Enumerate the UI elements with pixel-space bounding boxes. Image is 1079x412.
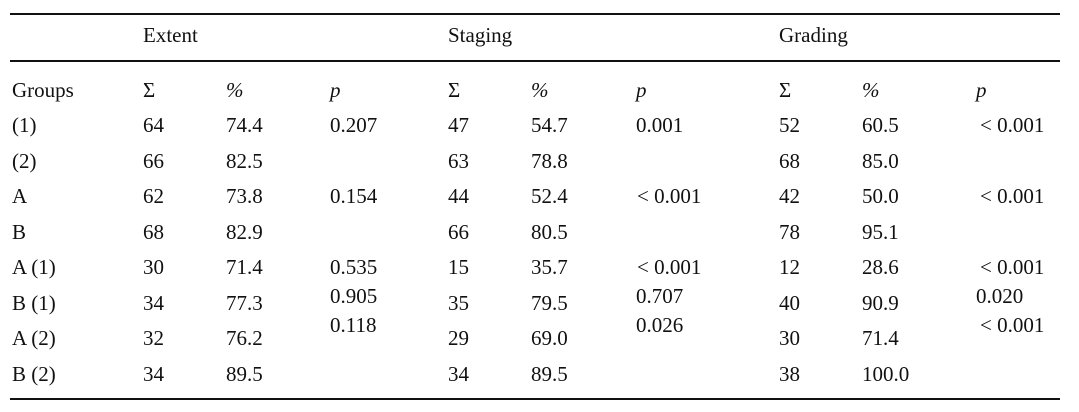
p-value-grading: < 0.001: [980, 255, 1045, 279]
percent-column-header: %: [862, 78, 880, 102]
table-cell: 44: [448, 184, 469, 208]
table-cell: 73.8: [226, 184, 263, 208]
table-cell: 40: [779, 290, 800, 315]
table-cell: 78: [779, 219, 800, 244]
table-cell: 78.8: [531, 148, 568, 173]
p-value-staging: < 0.001: [637, 255, 702, 279]
table-cell: 76.2: [226, 326, 263, 350]
table-cell: 89.5: [531, 361, 568, 386]
table-cell: 63: [448, 148, 469, 173]
p-value-extent: 0.207: [330, 113, 378, 137]
table-cell: 30: [779, 326, 800, 350]
p-value-grading: < 0.001: [980, 184, 1045, 208]
table-cell: 71.4: [226, 255, 263, 279]
table-cell: 74.4: [226, 113, 263, 137]
table-cell: 32: [143, 326, 164, 350]
group-label: B: [12, 219, 27, 244]
table-cell: 47: [448, 113, 469, 137]
table-cell: 80.5: [531, 219, 568, 244]
table-cell: 79.5: [531, 290, 568, 315]
sigma-column-header: Σ: [448, 78, 461, 102]
header-grading: Grading: [779, 23, 848, 47]
table-cell: 85.0: [862, 148, 899, 173]
table-cell: 30: [143, 255, 164, 279]
sigma-column-header: Σ: [143, 78, 156, 102]
table-cell: 12: [779, 255, 800, 279]
table-cell: 34: [448, 361, 469, 386]
group-label: A (1): [12, 255, 56, 279]
table-cell: 82.9: [226, 219, 263, 244]
p-value-staging: 0.707: [636, 284, 684, 308]
group-label: (2): [12, 148, 37, 173]
table-cell: 71.4: [862, 326, 899, 350]
table-cell: 15: [448, 255, 469, 279]
percent-column-header: %: [531, 78, 549, 102]
table-cell: 34: [143, 361, 164, 386]
table-cell: 28.6: [862, 255, 899, 279]
table-cell: 82.5: [226, 148, 263, 173]
table-cell: 38: [779, 361, 800, 386]
p-value-extent: 0.905: [330, 284, 378, 308]
groups-column-header: Groups: [12, 78, 74, 102]
table-cell: 52: [779, 113, 800, 137]
header-rule: [10, 60, 1060, 62]
group-label: (1): [12, 113, 37, 137]
p-column-header: p: [976, 78, 987, 102]
table-cell: 35.7: [531, 255, 568, 279]
table-cell: 100.0: [862, 361, 910, 386]
p-column-header: p: [636, 78, 647, 102]
table-cell: 52.4: [531, 184, 568, 208]
p-value-grading: < 0.001: [980, 313, 1045, 337]
p-value-staging: 0.026: [636, 313, 684, 337]
header-extent: Extent: [143, 23, 198, 47]
table-cell: 69.0: [531, 326, 568, 350]
table-cell: 64: [143, 113, 164, 137]
table-cell: 62: [143, 184, 164, 208]
bottom-rule: [10, 398, 1060, 400]
p-value-staging: 0.001: [636, 113, 684, 137]
table-cell: 54.7: [531, 113, 568, 137]
group-label: B (1): [12, 290, 56, 315]
table-cell: 50.0: [862, 184, 899, 208]
table-cell: 34: [143, 290, 164, 315]
table-cell: 29: [448, 326, 469, 350]
table-cell: 95.1: [862, 219, 899, 244]
group-label: B (2): [12, 361, 56, 386]
p-value-grading: 0.020: [976, 284, 1024, 308]
top-rule: [10, 13, 1060, 15]
table-cell: 42: [779, 184, 800, 208]
p-value-extent: 0.535: [330, 255, 378, 279]
table-cell: 90.9: [862, 290, 899, 315]
p-value-extent: 0.154: [330, 184, 378, 208]
p-value-grading: < 0.001: [980, 113, 1045, 137]
table-cell: 35: [448, 290, 469, 315]
percent-column-header: %: [226, 78, 244, 102]
table-cell: 68: [779, 148, 800, 173]
group-label: A: [12, 184, 28, 208]
p-value-extent: 0.118: [330, 313, 377, 337]
table-cell: 89.5: [226, 361, 263, 386]
sigma-column-header: Σ: [779, 78, 792, 102]
table-cell: 77.3: [226, 290, 263, 315]
p-value-staging: < 0.001: [637, 184, 702, 208]
table-cell: 68: [143, 219, 164, 244]
table-cell: 60.5: [862, 113, 899, 137]
p-column-header: p: [330, 78, 341, 102]
group-label: A (2): [12, 326, 56, 350]
header-staging: Staging: [448, 23, 513, 47]
table-cell: 66: [143, 148, 164, 173]
table-cell: 66: [448, 219, 469, 244]
